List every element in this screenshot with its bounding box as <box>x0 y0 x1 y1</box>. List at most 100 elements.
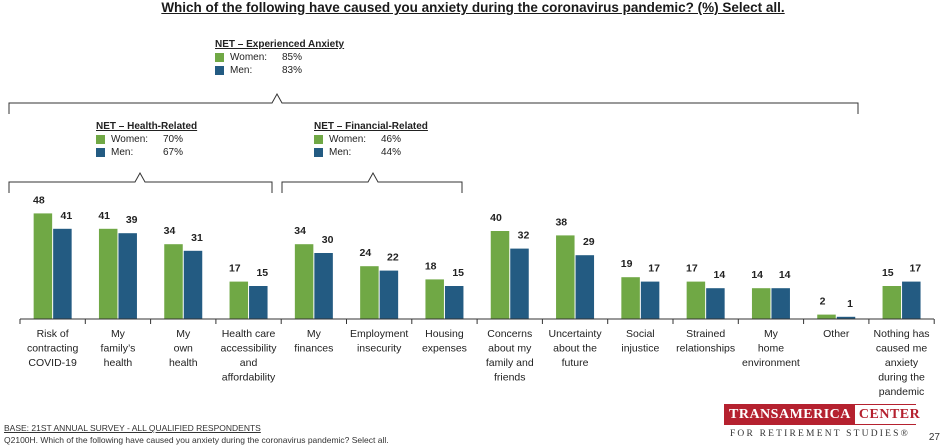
data-label-women: 24 <box>360 247 372 259</box>
bar-men <box>510 248 529 319</box>
category-label-line: contracting <box>27 343 79 355</box>
category-label-line: family’s <box>101 343 136 355</box>
net-women-row: Women: 46% <box>314 133 428 146</box>
bar-men <box>379 270 399 319</box>
category-label-line: Social <box>626 328 655 340</box>
logo-wordmark: TRANSAMERICA CENTER <box>724 404 925 425</box>
category-label-line: expenses <box>422 343 467 355</box>
footer-question: Q2100H. Which of the following have caus… <box>4 435 389 445</box>
women-swatch <box>314 135 323 144</box>
data-label-men: 14 <box>779 269 791 281</box>
category-label-line: future <box>562 357 589 369</box>
women-value: 70% <box>163 134 184 145</box>
net-men-row: Men: 67% <box>96 146 197 159</box>
category-label-line: injustice <box>621 343 659 355</box>
category-label: Uncertainty about the future <box>548 328 602 369</box>
category-label-line: insecurity <box>357 343 402 355</box>
bar-women <box>556 235 575 319</box>
category-label-line: home <box>758 343 784 355</box>
women-swatch <box>96 135 105 144</box>
bar-men <box>836 316 856 319</box>
bar-men <box>902 281 921 319</box>
transamerica-logo: TRANSAMERICA CENTER FOR RETIREMENT STUDI… <box>724 404 925 439</box>
net-health-related: NET – Health-Related Women: 70% Men: 67% <box>96 120 197 159</box>
footer-base: BASE: 21ST ANNUAL SURVEY - ALL QUALIFIED… <box>4 423 261 433</box>
logo-tagline: FOR RETIREMENT STUDIES® <box>729 429 911 439</box>
men-value: 67% <box>163 147 184 158</box>
data-label-women: 17 <box>229 263 241 275</box>
bar-women <box>425 279 444 319</box>
bar-men <box>771 288 790 319</box>
category-label-line: My <box>307 328 322 340</box>
data-label-women: 18 <box>425 260 437 272</box>
category-label: My family’s health <box>101 328 136 369</box>
data-label-men: 31 <box>191 232 203 244</box>
net-title: NET – Financial-Related <box>314 121 428 132</box>
data-label-men: 15 <box>256 267 268 279</box>
women-value: 46% <box>381 134 402 145</box>
category-label-line: accessibility <box>221 343 278 355</box>
category-label-line: My <box>176 328 191 340</box>
category-label-line: affordability <box>222 372 276 384</box>
category-label: My finances <box>294 328 333 355</box>
data-label-men: 22 <box>387 252 399 264</box>
category-label: Nothing has caused me anxiety during the pan… <box>874 328 930 398</box>
net-women-row: Women: 70% <box>96 133 197 146</box>
category-label-line: Health care <box>222 328 276 340</box>
men-swatch <box>96 148 105 157</box>
men-label: Men: <box>230 65 253 76</box>
category-label-line: COVID-19 <box>28 357 77 369</box>
category-label: Social injustice <box>621 328 659 355</box>
bar-men <box>249 286 268 319</box>
category-label-line: Risk of <box>37 328 69 340</box>
bar-women <box>817 314 836 319</box>
net-title: NET – Health-Related <box>96 121 198 132</box>
category-label-line: friends <box>494 372 526 384</box>
category-label-line: health <box>169 357 198 369</box>
category-label: Risk of contracting COVID-19 <box>27 328 79 369</box>
bar-men <box>314 253 333 319</box>
bar-men <box>53 228 72 319</box>
category-labels: Risk of contracting COVID-19 My family’s heal… <box>27 328 930 398</box>
bar-women <box>621 277 640 319</box>
data-label-women: 34 <box>164 225 176 237</box>
category-label-line: family and <box>486 357 534 369</box>
data-label-men: 15 <box>452 267 464 279</box>
data-label-women: 34 <box>294 225 306 237</box>
women-label: Women: <box>329 134 367 145</box>
bars-group: 48 41 41 39 34 31 17 15 34 30 24 22 18 15 40 32 38 29 19 17… <box>33 194 921 319</box>
bar-men <box>575 255 595 319</box>
women-label: Women: <box>230 52 268 63</box>
bar-men <box>706 288 725 319</box>
category-label-line: Employment <box>350 328 408 340</box>
chart-title: Which of the following have caused you a… <box>161 0 785 15</box>
category-label-line: environment <box>742 357 800 369</box>
category-label: My own health <box>169 328 198 369</box>
category-label-line: Housing <box>425 328 464 340</box>
logo-word-center: CENTER <box>854 405 925 424</box>
data-label-men: 17 <box>648 263 660 275</box>
category-label: My home environment <box>742 328 800 369</box>
bar-women <box>360 266 379 319</box>
men-label: Men: <box>329 147 352 158</box>
category-label-line: about the <box>553 343 597 355</box>
bar-women <box>33 213 53 319</box>
category-label-line: finances <box>294 343 333 355</box>
category-label: Other <box>823 328 850 340</box>
data-label-women: 19 <box>621 258 633 270</box>
data-label-women: 15 <box>882 267 894 279</box>
category-label: Housing expenses <box>422 328 467 355</box>
bar-men <box>444 286 464 319</box>
net-men-row: Men: 44% <box>314 146 428 159</box>
data-label-women: 14 <box>751 269 763 281</box>
men-label: Men: <box>111 147 134 158</box>
data-label-men: 1 <box>847 298 853 310</box>
data-label-women: 38 <box>555 216 567 228</box>
category-label-line: caused me <box>876 343 928 355</box>
category-label: Concerns about my family and friends <box>486 328 534 384</box>
category-label-line: relationships <box>676 343 735 355</box>
data-label-men: 39 <box>126 214 138 226</box>
bar-women <box>751 288 771 319</box>
bar-men <box>640 281 660 319</box>
